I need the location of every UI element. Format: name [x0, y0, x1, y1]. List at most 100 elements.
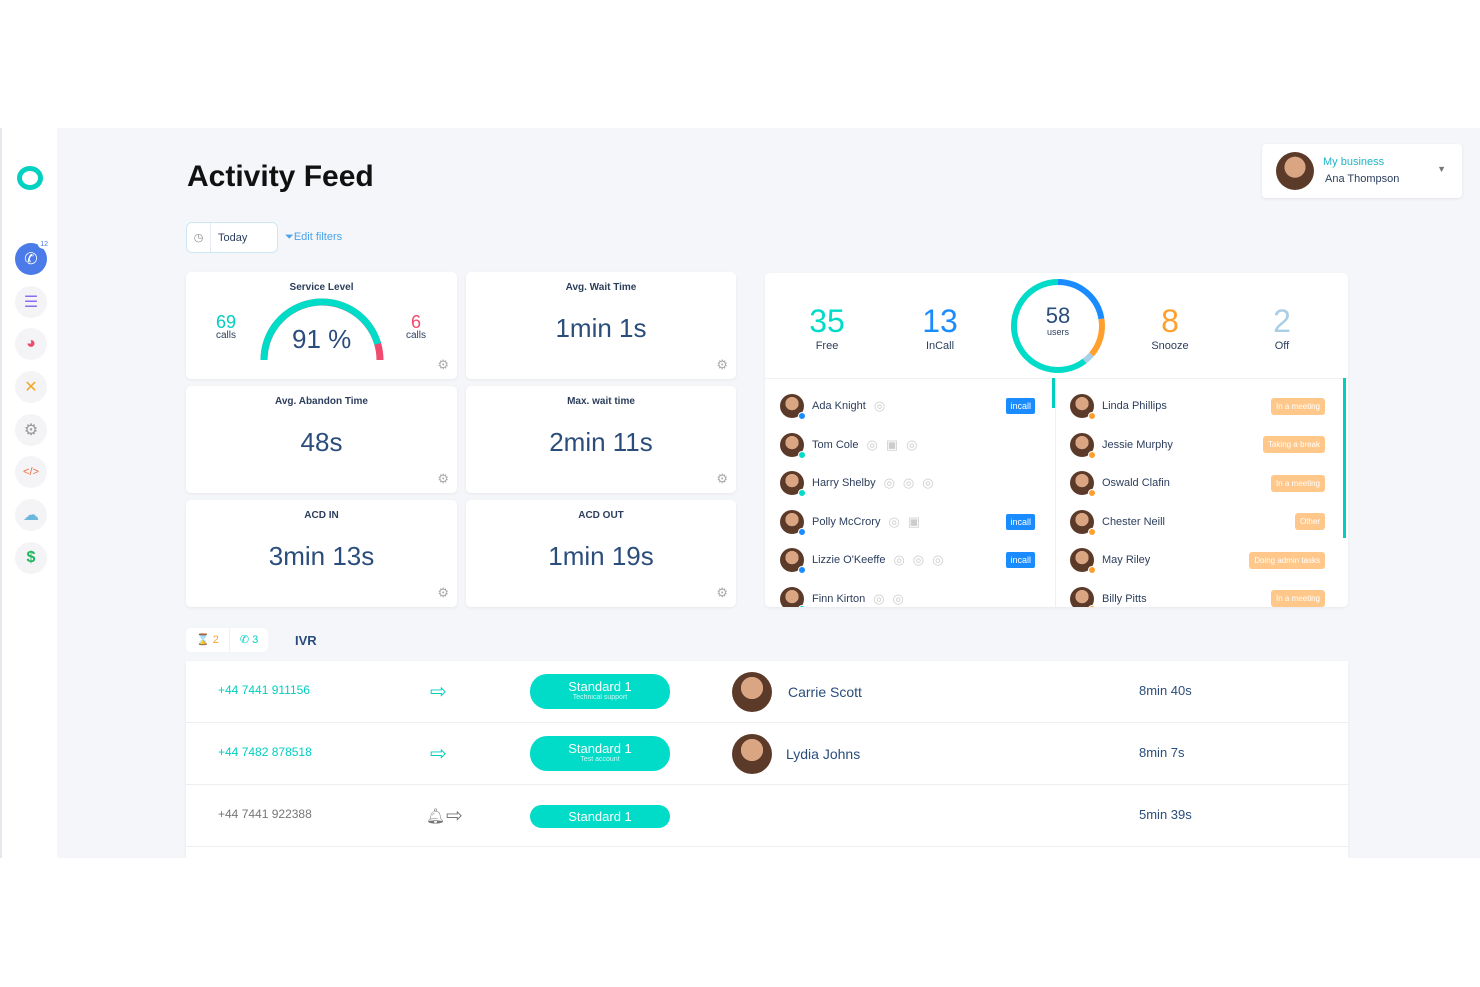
chevron-down-icon[interactable]: ▼	[1437, 164, 1446, 174]
user-row[interactable]: May Riley Doing admin tasks	[1070, 545, 1325, 575]
stat-incall[interactable]: 13 InCall	[900, 303, 980, 352]
chrome-icon: ◎	[873, 398, 886, 413]
status-badge: Other	[1294, 513, 1325, 530]
queue-name: Standard 1	[568, 741, 632, 756]
scrollbar[interactable]	[1343, 378, 1346, 538]
code-icon[interactable]: </>	[15, 456, 47, 488]
user-name: Chester Neill	[1102, 515, 1165, 528]
donut-segment-snooze	[1089, 318, 1105, 357]
phone-icon: ✆	[239, 634, 250, 646]
incall-badge: incall	[1006, 552, 1035, 568]
clock-icon: ◷	[187, 223, 211, 252]
tools-icon[interactable]: ✕	[15, 371, 47, 403]
stat-off[interactable]: 2 Off	[1242, 303, 1322, 352]
table-row[interactable]: +44 7441 911156 ⇨ Standard 1 Technical su…	[186, 661, 1348, 723]
free-label: Free	[815, 340, 839, 352]
queue-name: Standard 1	[568, 809, 632, 824]
avg-abandon-card: Avg. Abandon Time 48s ⚙	[186, 386, 457, 493]
arrow-right-icon: ⇨	[430, 743, 447, 765]
user-row[interactable]: Finn Kirton ◎ ◎	[780, 584, 1035, 607]
user-name: Harry Shelby	[812, 477, 876, 489]
donut-segment-incall	[1057, 279, 1105, 320]
presence-dot	[1088, 604, 1096, 607]
answered-unit: calls	[216, 330, 237, 341]
table-row[interactable]: +44 7482 878518 ⇨ Standard 1 Test account…	[186, 723, 1348, 785]
chrome-icon: ◎	[932, 552, 944, 567]
gear-icon[interactable]: ⚙	[15, 414, 47, 446]
stat-snooze[interactable]: 8 Snooze	[1130, 303, 1210, 352]
card-value: 3min 13s	[268, 541, 375, 571]
card-label: ACD IN	[304, 510, 339, 521]
android-icon: ▣	[885, 436, 899, 452]
scrollbar[interactable]	[1052, 378, 1055, 408]
user-row[interactable]: Linda Phillips In a meeting	[1070, 391, 1325, 421]
queue-sub: Technical support	[572, 694, 628, 701]
users-panel: 35 Free 13 InCall 8 Snooze 2 Off 58 users Ada…	[765, 273, 1348, 607]
logo-icon[interactable]	[17, 166, 43, 190]
user-row[interactable]: Chester Neill Other	[1070, 507, 1325, 537]
chrome-icon: ◎	[902, 475, 915, 490]
queue-counts: ⌛ 2 ✆ 3	[186, 628, 269, 652]
acd-in-card: ACD IN 3min 13s ⚙	[186, 500, 457, 607]
calls-table: +44 7441 911156 ⇨ Standard 1 Technical su…	[186, 661, 1348, 858]
user-row[interactable]: Jessie Murphy Taking a break	[1070, 430, 1325, 460]
gear-icon[interactable]: ⚙	[716, 357, 728, 372]
user-row[interactable]: Ada Knight ◎ incall	[780, 391, 1035, 421]
dollar-icon[interactable]: $	[15, 542, 47, 574]
user-row[interactable]: Billy Pitts In a meeting	[1070, 584, 1325, 607]
gear-icon[interactable]: ⚙	[716, 585, 728, 600]
user-row[interactable]: Harry Shelby ◎ ◎ ◎	[780, 468, 1035, 498]
user-row[interactable]: Polly McCrory ◎ ▣ incall	[780, 507, 1035, 537]
chrome-icon: ◎	[873, 590, 885, 606]
queue-sub: Test account	[580, 756, 620, 763]
presence-dot	[798, 489, 806, 497]
presence-dot	[798, 527, 806, 536]
user-row[interactable]: Tom Cole ◎ ▣ ◎	[780, 430, 1035, 460]
phone-icon[interactable]: ✆ 12	[15, 240, 50, 275]
profile-menu[interactable]: My business Ana Thompson ▼	[1262, 144, 1462, 198]
apple-icon: ◎	[922, 475, 934, 490]
chrome-icon: ◎	[866, 436, 878, 452]
queue-pill: Standard 1	[530, 805, 670, 828]
arrow-right-icon: ⇨	[430, 681, 447, 703]
user-name: May Riley	[1102, 554, 1151, 566]
acd-out-card: ACD OUT 1min 19s ⚙	[466, 500, 736, 607]
avatar	[1070, 509, 1096, 536]
gear-icon[interactable]: ⚙	[437, 585, 449, 600]
gear-icon[interactable]: ⚙	[437, 471, 449, 486]
avatar	[1276, 152, 1314, 190]
list-icon[interactable]: ☰	[15, 286, 47, 318]
business-name: My business	[1323, 156, 1385, 168]
edit-filters-link[interactable]: ⏷Edit filters	[285, 231, 342, 244]
service-level-gauge	[260, 298, 384, 361]
users-donut	[1011, 279, 1105, 373]
cloud-icon[interactable]: ☁	[15, 499, 47, 531]
avatar	[1070, 394, 1096, 420]
user-name: Linda Phillips	[1102, 400, 1167, 412]
android-icon: ▣	[907, 513, 921, 529]
gear-icon[interactable]: ⚙	[437, 357, 449, 372]
table-row[interactable]: +44 7441 922388 🔔︎ ⇨ Standard 1 5min 39s	[186, 785, 1348, 847]
gear-icon[interactable]: ⚙	[716, 471, 728, 486]
card-label: Max. wait time	[567, 396, 635, 407]
stat-free[interactable]: 35 Free	[787, 303, 867, 352]
apple-icon: ◎	[892, 590, 904, 606]
date-filter[interactable]: ◷ Today	[186, 222, 278, 253]
ivr-tab[interactable]: IVR	[295, 633, 317, 648]
user-row[interactable]: Lizzie O'Keeffe ◎ ◎ ◎ incall	[780, 545, 1035, 575]
presence-dot	[1088, 566, 1096, 574]
waiting-count[interactable]: ⌛ 2	[186, 628, 230, 652]
avatar	[1070, 432, 1096, 459]
card-value: 2min 11s	[549, 427, 653, 457]
active-count[interactable]: ✆ 3	[230, 628, 268, 652]
arrow-right-icon: ⇨	[446, 805, 463, 827]
presence-dot	[1088, 412, 1096, 420]
missed-unit: calls	[406, 330, 427, 341]
presence-dot	[1088, 527, 1096, 536]
agent: Carrie Scott	[732, 672, 862, 712]
total-users: 58	[1045, 303, 1071, 328]
card-label: ACD OUT	[578, 510, 624, 521]
user-row[interactable]: Oswald Clafin In a meeting	[1070, 468, 1325, 498]
chrome-icon: ◎	[893, 552, 905, 567]
pie-chart-icon[interactable]: ◕	[15, 328, 47, 360]
